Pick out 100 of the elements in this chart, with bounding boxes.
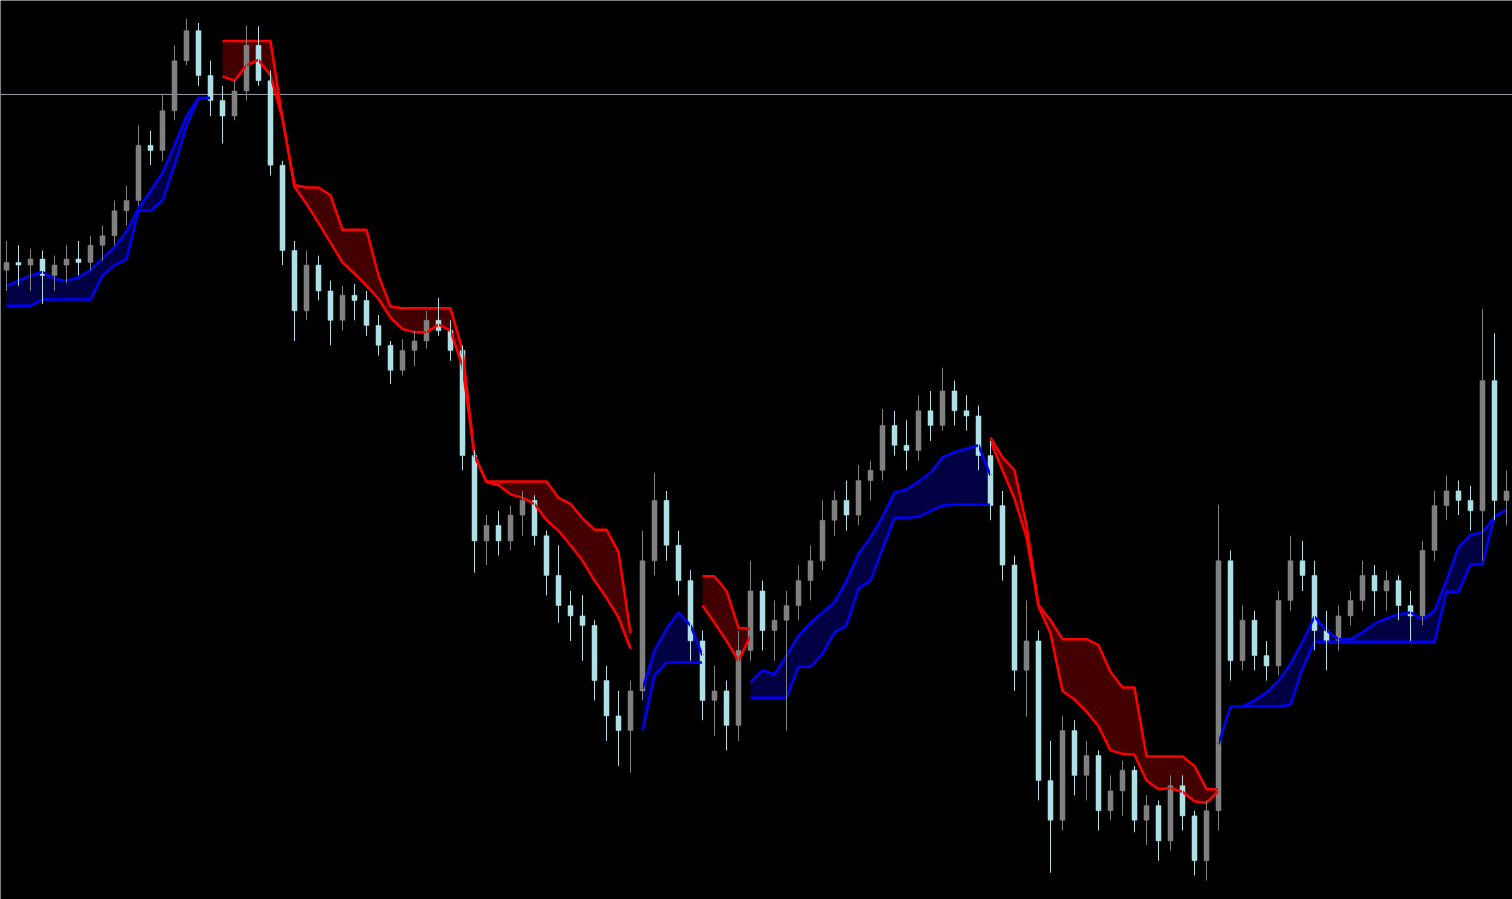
candlestick bbox=[327, 280, 334, 346]
candlestick bbox=[1215, 504, 1222, 832]
candlestick bbox=[1431, 490, 1438, 562]
candlestick bbox=[303, 249, 310, 321]
candlestick bbox=[747, 560, 754, 662]
candlestick bbox=[651, 472, 658, 576]
candlestick bbox=[171, 44, 178, 121]
candlestick bbox=[543, 530, 550, 596]
candlestick bbox=[1179, 774, 1186, 832]
candlestick bbox=[1383, 569, 1390, 612]
candlestick bbox=[195, 22, 202, 87]
candlestick bbox=[603, 665, 610, 742]
candlestick bbox=[231, 80, 238, 121]
candlestick bbox=[903, 419, 910, 471]
candlestick bbox=[315, 255, 322, 301]
candlestick bbox=[1251, 610, 1258, 671]
candlestick bbox=[39, 249, 46, 305]
candlestick bbox=[963, 394, 970, 432]
candlestick bbox=[483, 514, 490, 566]
candlestick bbox=[387, 340, 394, 385]
candlestick bbox=[1035, 630, 1042, 801]
candlestick bbox=[1167, 774, 1174, 851]
candlestick bbox=[1467, 485, 1474, 532]
candlestick bbox=[591, 619, 598, 701]
candlestick bbox=[1047, 740, 1054, 874]
candlestick bbox=[183, 18, 190, 66]
candlestick bbox=[1155, 799, 1162, 862]
candlestick bbox=[1275, 590, 1282, 676]
candlestick bbox=[1263, 640, 1270, 682]
candlestick bbox=[891, 410, 898, 457]
candlestick bbox=[531, 494, 538, 546]
candlestick bbox=[1023, 599, 1030, 718]
candlestick bbox=[75, 240, 82, 276]
candlestick bbox=[627, 680, 634, 774]
candlestick bbox=[639, 530, 646, 701]
candlestick bbox=[1323, 610, 1330, 671]
candlestick bbox=[243, 25, 250, 101]
candlestick bbox=[975, 405, 982, 471]
candlestick bbox=[507, 505, 514, 551]
candlestick bbox=[1191, 810, 1198, 876]
candlestick bbox=[807, 544, 814, 601]
candlestick bbox=[267, 69, 274, 176]
candlestick bbox=[375, 314, 382, 357]
candlestick bbox=[1503, 469, 1510, 526]
candlestick bbox=[1407, 590, 1414, 642]
candlestick bbox=[843, 480, 850, 532]
candlestick bbox=[1107, 774, 1114, 821]
candlestick bbox=[1143, 794, 1150, 846]
candlestick bbox=[855, 464, 862, 526]
candlestick bbox=[567, 590, 574, 642]
candlestick bbox=[279, 160, 286, 266]
candlestick bbox=[207, 60, 214, 117]
candlestick bbox=[915, 394, 922, 462]
candlestick bbox=[927, 390, 934, 442]
candlestick bbox=[1059, 715, 1066, 832]
candlestick bbox=[1371, 564, 1378, 617]
candlestick bbox=[51, 255, 58, 292]
candlestick bbox=[819, 499, 826, 571]
candlestick bbox=[1419, 540, 1426, 626]
candlestick bbox=[1443, 474, 1450, 521]
candlestick bbox=[1095, 749, 1102, 832]
candlestick bbox=[951, 380, 958, 426]
candlestick bbox=[831, 490, 838, 537]
candlestick bbox=[615, 690, 622, 767]
candlestick bbox=[135, 124, 142, 207]
candlestick bbox=[795, 564, 802, 621]
candlestick bbox=[63, 244, 70, 284]
candlestick bbox=[1311, 560, 1318, 651]
candlestick bbox=[495, 510, 502, 557]
candlestick bbox=[27, 248, 34, 292]
candlestick bbox=[1119, 760, 1126, 817]
candlestick bbox=[1347, 590, 1354, 626]
candlestick bbox=[399, 338, 406, 376]
candlestick bbox=[15, 244, 22, 287]
candlestick bbox=[1335, 605, 1342, 651]
candlestick bbox=[363, 290, 370, 337]
candlestick bbox=[255, 25, 262, 87]
candlestick bbox=[351, 283, 358, 321]
candlestick bbox=[1287, 535, 1294, 612]
candlestick bbox=[423, 310, 430, 350]
candlestick bbox=[1203, 799, 1210, 882]
candlestick bbox=[675, 530, 682, 596]
candlestick bbox=[447, 319, 454, 362]
candlestick bbox=[1299, 540, 1306, 592]
candlestick bbox=[879, 408, 886, 482]
candlestick bbox=[1479, 308, 1486, 562]
candlestick bbox=[159, 94, 166, 162]
candlestick bbox=[1455, 480, 1462, 516]
candlestick bbox=[1359, 560, 1366, 612]
candlestick bbox=[87, 235, 94, 271]
candlestick bbox=[123, 185, 130, 226]
candlestick bbox=[147, 130, 154, 166]
candlestick bbox=[783, 590, 790, 732]
candlestick bbox=[939, 367, 946, 432]
candlestick bbox=[3, 240, 10, 292]
candlestick bbox=[771, 599, 778, 662]
candlestick bbox=[999, 490, 1006, 582]
candlestick bbox=[1491, 332, 1498, 521]
candlestick bbox=[699, 630, 706, 721]
candlestick bbox=[867, 460, 874, 501]
